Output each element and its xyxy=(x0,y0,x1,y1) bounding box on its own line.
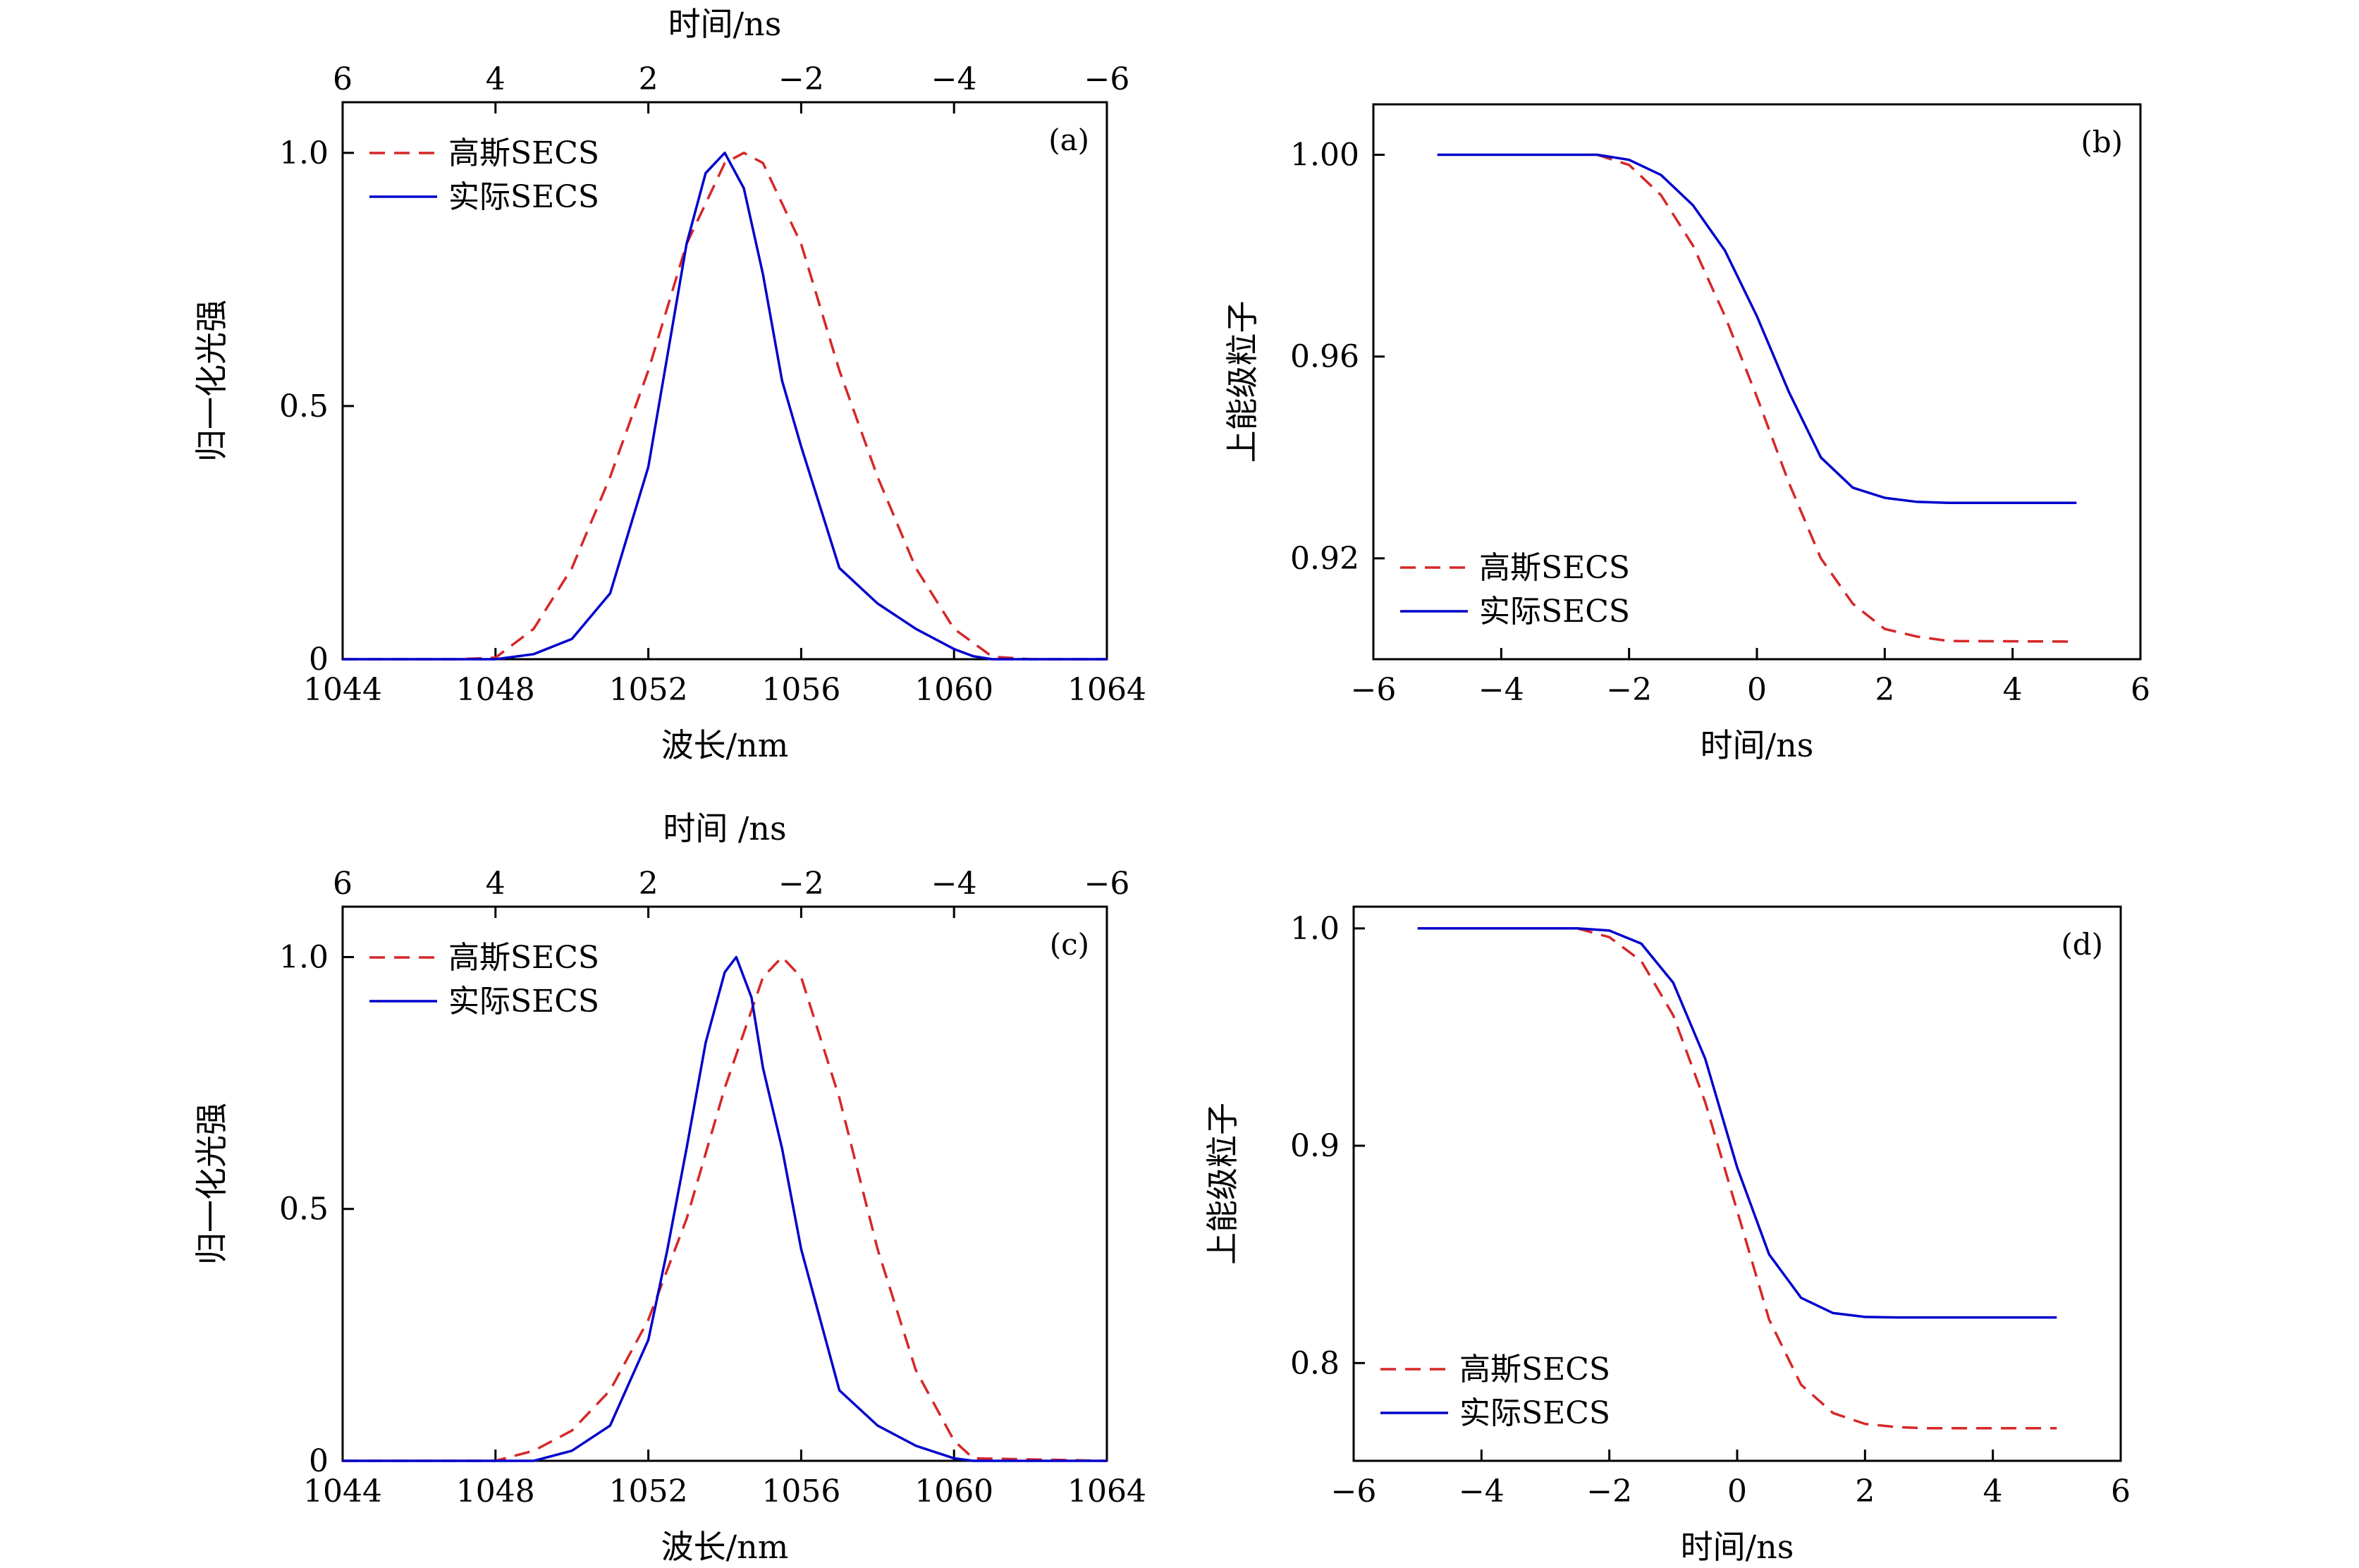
top-x-tick-label: 4 xyxy=(486,61,506,97)
x-tick-label: 2 xyxy=(1875,672,1894,708)
series-line-actual xyxy=(1417,927,2057,1319)
x-axis-label: 时间/ns xyxy=(1681,1528,1794,1566)
y-axis-label: 上能级粒子 xyxy=(1203,1103,1242,1265)
legend-label: 高斯SECS xyxy=(1459,1352,1610,1388)
y-tick-label: 1.0 xyxy=(1290,911,1340,947)
x-tick-label: 1048 xyxy=(456,1474,535,1509)
x-axis-label: 波长/nm xyxy=(661,1528,789,1566)
x-tick-label: 6 xyxy=(2111,1474,2131,1509)
plot-frame xyxy=(341,905,1108,1462)
panel-d: −6 −4 −2 0 2 4 6 0.8 0.9 1.0 时间/ns 上能级粒子 (d) 高斯SECS 实际… xyxy=(1203,905,2131,1566)
x-tick-label: 1060 xyxy=(914,1474,993,1509)
x-tick-label: 1044 xyxy=(303,672,382,708)
x-tick-label: −6 xyxy=(1331,1474,1377,1509)
y-tick-label: 0.5 xyxy=(279,388,329,424)
x-tick-label: −4 xyxy=(1478,672,1524,708)
top-x-axis-label: 时间/ns xyxy=(668,5,782,43)
y-axis-label: 上能级粒子 xyxy=(1223,301,1261,463)
legend-label: 实际SECS xyxy=(448,179,599,215)
x-tick-label: 1060 xyxy=(914,672,993,708)
x-tick-label: −2 xyxy=(1606,672,1652,708)
x-axis-label: 时间/ns xyxy=(1701,726,1814,764)
top-x-tick-label: −6 xyxy=(1084,866,1130,902)
legend-label: 高斯SECS xyxy=(1479,550,1630,586)
y-tick-label: 0.92 xyxy=(1290,541,1359,577)
series-line-actual xyxy=(1437,153,2077,504)
x-tick-label: 1048 xyxy=(456,672,535,708)
panel-tag: (a) xyxy=(1048,123,1089,157)
top-x-tick-label: 2 xyxy=(639,866,658,902)
y-tick-label: 0.96 xyxy=(1290,339,1359,375)
series-line-gaussian xyxy=(1596,153,2077,643)
x-tick-label: −2 xyxy=(1586,1474,1632,1509)
y-tick-label: 1.0 xyxy=(279,939,329,975)
top-x-tick-label: 4 xyxy=(486,866,506,902)
top-x-tick-label: −6 xyxy=(1084,61,1130,97)
panel-tag: (d) xyxy=(2061,927,2103,962)
y-tick-label: 0 xyxy=(309,642,329,678)
top-x-tick-label: −4 xyxy=(931,61,977,97)
x-tick-label: 1056 xyxy=(761,672,840,708)
top-x-tick-label: −2 xyxy=(778,866,824,902)
x-tick-label: 2 xyxy=(1855,1474,1875,1509)
y-tick-label: 1.0 xyxy=(279,135,329,171)
panel-a: 1044 1048 1052 1056 1060 1064 6 4 2 −2 −4 −6 时间/ns 0 0… xyxy=(192,5,1146,764)
x-tick-label: 1044 xyxy=(303,1474,382,1509)
y-tick-label: 0.5 xyxy=(279,1192,329,1227)
legend-label: 实际SECS xyxy=(1459,1395,1610,1431)
panel-b: −6 −4 −2 0 2 4 6 0.92 0.96 1.00 时间/ns 上能级粒子 (b) 高斯SEC… xyxy=(1223,103,2150,764)
series-line-gaussian xyxy=(343,955,1108,1462)
y-tick-label: 0 xyxy=(309,1443,329,1479)
top-x-tick-label: 2 xyxy=(639,61,658,97)
top-x-tick-label: −2 xyxy=(778,61,824,97)
y-tick-label: 1.00 xyxy=(1290,137,1359,173)
x-tick-label: 4 xyxy=(1983,1474,2003,1509)
x-tick-label: 0 xyxy=(1727,1474,1747,1509)
y-tick-label: 0.9 xyxy=(1290,1128,1340,1164)
top-x-tick-label: 6 xyxy=(333,866,353,902)
x-tick-label: −6 xyxy=(1351,672,1397,708)
x-tick-label: 1052 xyxy=(609,1474,688,1509)
x-tick-label: 1064 xyxy=(1067,1474,1146,1509)
legend-label: 高斯SECS xyxy=(448,940,599,976)
x-tick-label: 1052 xyxy=(609,672,688,708)
x-tick-label: 4 xyxy=(2003,672,2023,708)
legend-label: 实际SECS xyxy=(1479,594,1630,630)
panel-c: 1044 1048 1052 1056 1060 1064 6 4 2 −2 −4 −6 时间 /ns 0… xyxy=(192,809,1146,1566)
panel-tag: (c) xyxy=(1050,927,1089,962)
panel-tag: (b) xyxy=(2081,125,2123,159)
y-axis-label: 归一化光强 xyxy=(192,300,231,462)
x-axis-label: 波长/nm xyxy=(661,726,789,764)
x-tick-label: −4 xyxy=(1459,1474,1505,1509)
y-tick-label: 0.8 xyxy=(1290,1345,1340,1381)
y-axis-label: 归一化光强 xyxy=(192,1103,231,1265)
top-x-tick-label: 6 xyxy=(333,61,353,97)
series-line-gaussian xyxy=(1576,927,2057,1430)
x-tick-label: 6 xyxy=(2131,672,2150,708)
series-line-actual xyxy=(343,152,1107,661)
plot-frame xyxy=(341,101,1108,661)
x-tick-label: 1064 xyxy=(1067,672,1146,708)
series-line-gaussian xyxy=(343,152,1107,661)
legend-label: 实际SECS xyxy=(448,984,599,1019)
series-line-actual xyxy=(343,955,1107,1462)
top-x-axis-label: 时间 /ns xyxy=(663,809,786,847)
legend-label: 高斯SECS xyxy=(448,135,599,171)
top-x-tick-label: −4 xyxy=(931,866,977,902)
x-tick-label: 1056 xyxy=(761,1474,840,1509)
x-tick-label: 0 xyxy=(1747,672,1767,708)
